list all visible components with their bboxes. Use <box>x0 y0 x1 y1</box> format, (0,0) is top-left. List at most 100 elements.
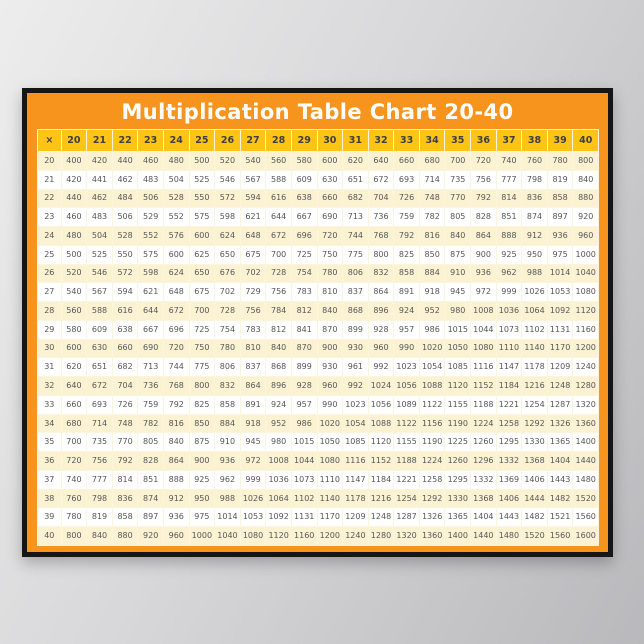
product-cell: 756 <box>87 452 112 470</box>
product-cell: 672 <box>87 377 112 395</box>
product-cell: 621 <box>240 208 266 227</box>
product-cell: 972 <box>240 452 266 470</box>
product-cell: 460 <box>138 152 163 170</box>
product-cell: 770 <box>112 433 138 452</box>
product-cell: 950 <box>522 245 547 264</box>
product-cell: 702 <box>240 264 266 283</box>
product-cell: 630 <box>87 339 112 358</box>
product-cell: 550 <box>189 189 215 208</box>
product-cell: 1332 <box>496 452 522 470</box>
product-cell: 759 <box>138 395 163 414</box>
product-cell: 1320 <box>573 395 598 414</box>
product-cell: 986 <box>291 414 317 433</box>
product-cell: 704 <box>368 189 394 208</box>
product-cell: 900 <box>317 339 343 358</box>
product-cell: 800 <box>61 527 87 545</box>
product-cell: 441 <box>87 170 112 189</box>
product-cell: 1152 <box>368 452 394 470</box>
product-cell: 667 <box>138 320 163 339</box>
product-cell: 714 <box>87 414 112 433</box>
product-cell: 1122 <box>394 414 419 433</box>
product-cell: 1248 <box>368 508 394 527</box>
product-cell: 552 <box>138 227 163 245</box>
product-cell: 1102 <box>291 489 317 508</box>
column-header-cell: 30 <box>317 130 343 151</box>
product-cell: 897 <box>547 208 573 227</box>
row-header-cell: 22 <box>38 189 61 208</box>
product-cell: 1295 <box>496 433 522 452</box>
product-cell: 744 <box>343 227 368 245</box>
product-cell: 572 <box>112 264 138 283</box>
product-cell: 880 <box>573 189 598 208</box>
column-header-cell: 33 <box>394 130 419 151</box>
product-cell: 828 <box>471 208 496 227</box>
column-header-cell: 29 <box>291 130 317 151</box>
product-cell: 918 <box>419 283 445 302</box>
product-cell: 1482 <box>522 508 547 527</box>
product-cell: 693 <box>394 170 419 189</box>
product-cell: 918 <box>240 414 266 433</box>
product-cell: 837 <box>240 358 266 377</box>
product-cell: 713 <box>343 208 368 227</box>
product-cell: 525 <box>87 245 112 264</box>
poster-title: Multiplication Table Chart 20-40 <box>121 99 514 124</box>
product-cell: 972 <box>471 283 496 302</box>
product-cell: 740 <box>61 470 87 489</box>
product-cell: 1368 <box>471 489 496 508</box>
product-cell: 836 <box>112 489 138 508</box>
product-cell: 1254 <box>522 395 547 414</box>
product-cell: 870 <box>317 320 343 339</box>
product-cell: 851 <box>138 470 163 489</box>
product-cell: 952 <box>266 414 291 433</box>
product-cell: 750 <box>189 339 215 358</box>
product-cell: 864 <box>163 452 189 470</box>
product-cell: 957 <box>291 395 317 414</box>
product-cell: 880 <box>112 527 138 545</box>
product-cell: 440 <box>112 152 138 170</box>
product-cell: 1092 <box>547 302 573 320</box>
product-cell: 1254 <box>394 489 419 508</box>
product-cell: 650 <box>189 264 215 283</box>
product-cell: 588 <box>266 170 291 189</box>
product-cell: 1209 <box>547 358 573 377</box>
product-cell: 1440 <box>471 527 496 545</box>
product-cell: 912 <box>163 489 189 508</box>
column-header-cell: 26 <box>215 130 240 151</box>
product-cell: 1020 <box>419 339 445 358</box>
product-cell: 1088 <box>368 414 394 433</box>
product-cell: 756 <box>240 302 266 320</box>
product-cell: 960 <box>573 227 598 245</box>
multiplication-table: × 20 21 22 23 24 25 26 27 28 29 30 31 32 33 34 35 36 37 38 3… <box>37 129 599 546</box>
row-header-cell: 33 <box>38 395 61 414</box>
product-cell: 980 <box>266 433 291 452</box>
column-header-cell: 25 <box>189 130 215 151</box>
product-cell: 651 <box>343 170 368 189</box>
product-cell: 624 <box>163 264 189 283</box>
product-cell: 1170 <box>547 339 573 358</box>
product-cell: 825 <box>394 245 419 264</box>
product-cell: 1120 <box>368 433 394 452</box>
product-cell: 728 <box>266 264 291 283</box>
product-cell: 988 <box>215 489 240 508</box>
product-cell: 812 <box>291 302 317 320</box>
product-cell: 1332 <box>471 470 496 489</box>
product-cell: 525 <box>189 170 215 189</box>
product-cell: 500 <box>61 245 87 264</box>
row-header-cell: 21 <box>38 170 61 189</box>
product-cell: 800 <box>189 377 215 395</box>
product-cell: 1190 <box>419 433 445 452</box>
product-cell: 1140 <box>522 339 547 358</box>
product-cell: 960 <box>163 527 189 545</box>
product-cell: 850 <box>189 414 215 433</box>
product-cell: 1296 <box>471 452 496 470</box>
product-cell: 825 <box>189 395 215 414</box>
product-cell: 598 <box>215 208 240 227</box>
product-cell: 1369 <box>496 470 522 489</box>
product-cell: 912 <box>522 227 547 245</box>
product-cell: 1036 <box>266 470 291 489</box>
product-cell: 1200 <box>573 339 598 358</box>
product-cell: 1560 <box>547 527 573 545</box>
product-cell: 440 <box>61 189 87 208</box>
product-cell: 594 <box>112 283 138 302</box>
product-cell: 567 <box>240 170 266 189</box>
